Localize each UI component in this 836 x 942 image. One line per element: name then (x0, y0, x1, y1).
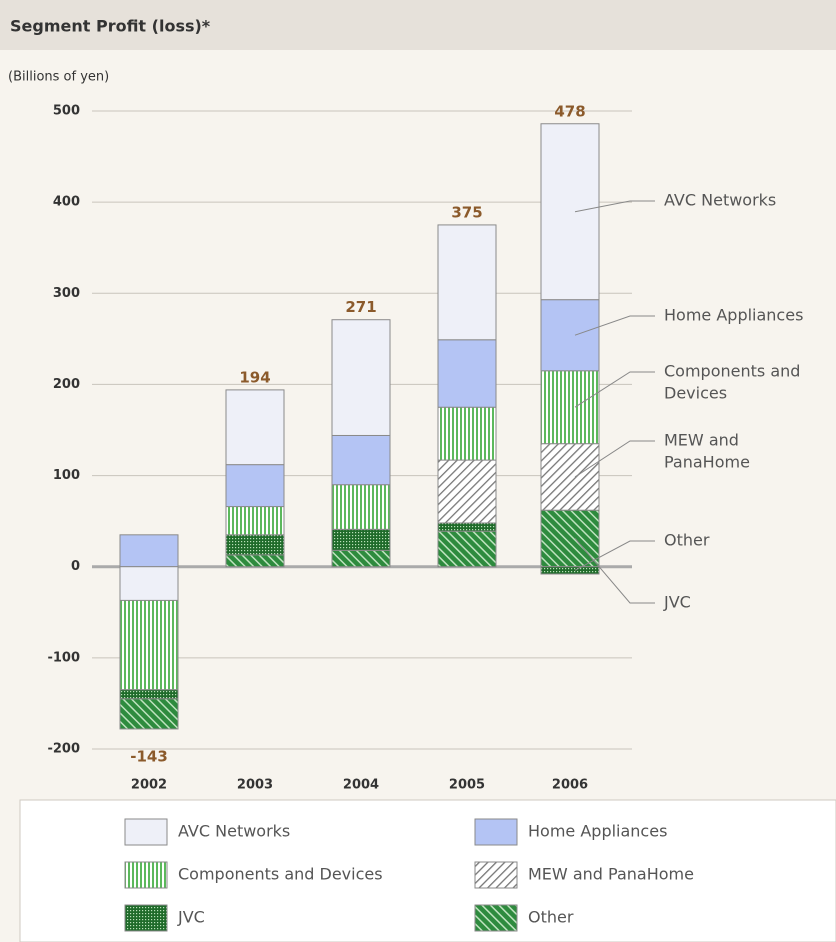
y-tick-label: 300 (53, 286, 80, 301)
legend-swatch (474, 861, 518, 889)
bar-segment (331, 434, 391, 486)
bar-segment (331, 549, 391, 568)
bar-segment (540, 566, 600, 575)
leader-line (574, 538, 655, 604)
chart-title: Segment Profit (loss)* (10, 17, 211, 36)
annotation: Components and (664, 362, 800, 381)
total-label: -143 (130, 747, 168, 765)
bar-segment (540, 370, 600, 445)
leader-line (574, 200, 655, 213)
legend-swatch (124, 818, 168, 846)
bar-segment (119, 566, 179, 601)
legend-label: Other (528, 908, 574, 927)
bar-segment (225, 534, 285, 556)
bar-segment (119, 689, 179, 700)
bar-segment (119, 534, 179, 568)
bar-segment (540, 443, 600, 511)
bar-segment (331, 319, 391, 436)
y-tick-label: 400 (53, 195, 80, 210)
bar-segment (540, 509, 600, 568)
y-tick-label: 200 (53, 377, 80, 392)
bar-segment (437, 530, 497, 568)
x-tick-label: 2002 (131, 778, 167, 793)
legend-swatch (124, 904, 168, 932)
annotation: MEW and (664, 431, 739, 450)
legend-swatch (124, 861, 168, 889)
legend-label: JVC (177, 908, 205, 927)
y-tick-label: 500 (53, 104, 80, 119)
bar-segment (225, 506, 285, 536)
legend-label: MEW and PanaHome (528, 865, 694, 884)
y-tick-label: 0 (71, 559, 80, 574)
bar-segment (437, 522, 497, 532)
leader-line (574, 315, 655, 336)
total-label: 194 (239, 368, 270, 386)
bar-segment (225, 554, 285, 568)
y-tick-label: 100 (53, 468, 80, 483)
annotation: Devices (664, 384, 727, 403)
leader-line (574, 440, 655, 478)
y-tick-label: -100 (47, 650, 80, 665)
total-label: 375 (451, 203, 482, 221)
bar-segment (540, 299, 600, 372)
y-tick-label: -200 (47, 742, 80, 757)
x-tick-label: 2005 (449, 778, 485, 793)
bar-segment (119, 599, 179, 691)
legend-swatch (474, 818, 518, 846)
annotation: PanaHome (664, 453, 750, 472)
bar-segment (437, 406, 497, 461)
leader-line (574, 371, 655, 408)
annotation: Home Appliances (664, 306, 803, 325)
bar-segment (331, 484, 391, 530)
total-label: 478 (554, 102, 585, 120)
legend-swatch (474, 904, 518, 932)
legend-label: AVC Networks (178, 822, 290, 841)
x-tick-label: 2004 (343, 778, 379, 793)
bar-segment (225, 464, 285, 508)
bar-segment (119, 698, 179, 730)
bar-segment (437, 224, 497, 341)
bar-segment (331, 528, 391, 551)
header-band (0, 0, 836, 50)
x-tick-label: 2006 (552, 778, 588, 793)
annotation: AVC Networks (664, 191, 776, 210)
annotation: Other (664, 531, 710, 550)
bar-segment (437, 459, 497, 524)
annotation: JVC (663, 593, 691, 612)
legend-label: Components and Devices (178, 865, 383, 884)
x-tick-label: 2003 (237, 778, 273, 793)
total-label: 271 (345, 298, 376, 316)
bar-segment (225, 389, 285, 466)
bar-segment (540, 123, 600, 301)
axis-unit: (Billions of yen) (8, 70, 109, 85)
legend-label: Home Appliances (528, 822, 667, 841)
bar-segment (437, 339, 497, 408)
